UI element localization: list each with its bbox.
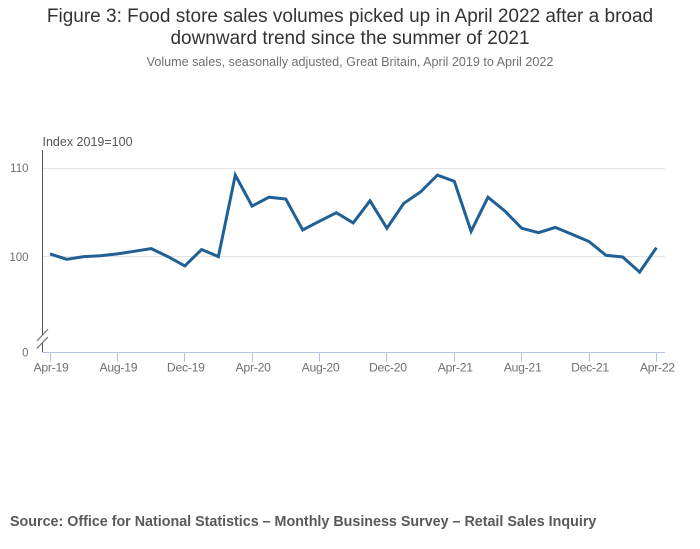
svg-text:Apr-21: Apr-21 bbox=[438, 361, 474, 375]
svg-text:110: 110 bbox=[10, 163, 28, 175]
svg-text:Index 2019=100: Index 2019=100 bbox=[43, 135, 133, 149]
svg-text:Apr-22: Apr-22 bbox=[640, 361, 676, 375]
svg-text:0: 0 bbox=[22, 348, 28, 360]
svg-text:Aug-19: Aug-19 bbox=[99, 361, 137, 375]
svg-text:Apr-19: Apr-19 bbox=[33, 361, 69, 375]
svg-text:Aug-21: Aug-21 bbox=[504, 361, 542, 375]
svg-text:Dec-21: Dec-21 bbox=[571, 361, 609, 375]
svg-text:Dec-20: Dec-20 bbox=[369, 361, 407, 375]
svg-text:Dec-19: Dec-19 bbox=[167, 361, 205, 375]
svg-text:Apr-20: Apr-20 bbox=[236, 361, 272, 375]
svg-text:100: 100 bbox=[9, 252, 28, 264]
svg-text:Aug-20: Aug-20 bbox=[302, 361, 340, 375]
